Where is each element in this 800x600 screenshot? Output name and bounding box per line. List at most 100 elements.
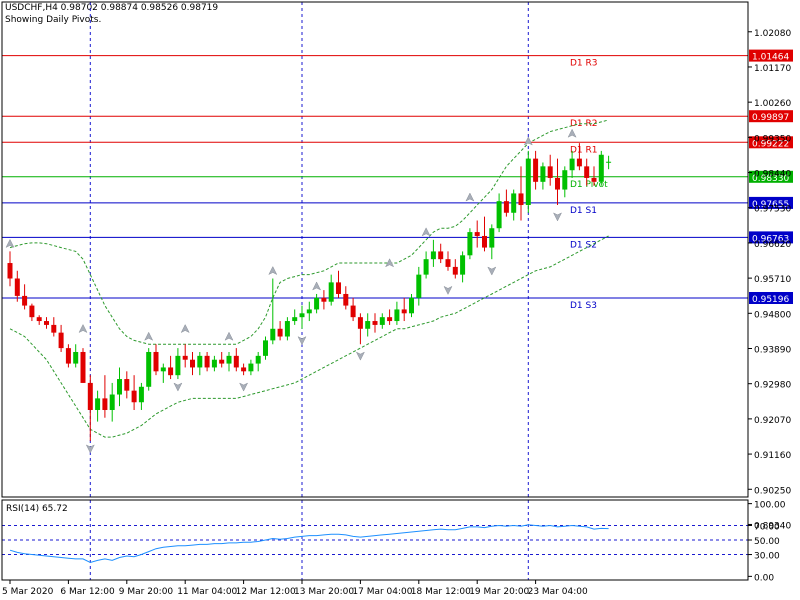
pivot-level-name: D1 Pivot (570, 180, 608, 190)
candle-body (343, 293, 349, 306)
candle-body (606, 161, 612, 163)
candle-body (350, 305, 356, 318)
candle-body (306, 309, 312, 314)
fractal-down-icon (355, 351, 365, 361)
candle-body (292, 317, 298, 322)
candle-body (219, 359, 225, 364)
rsi-tick-label: 50.00 (754, 537, 780, 547)
price-tick-label: 0.92980 (754, 381, 791, 391)
fractal-down-icon (443, 285, 453, 295)
candle-body (416, 274, 422, 298)
candle-body (503, 201, 509, 213)
pivot-price-tag (749, 110, 793, 123)
fractal-up-icon (268, 265, 278, 276)
candle-body (584, 166, 590, 178)
fractal-up-icon (567, 128, 577, 138)
candle-body (438, 251, 444, 260)
candle-body (87, 382, 93, 410)
candle-body (576, 158, 582, 167)
time-tick-label: 17 Mar 04:00 (352, 587, 412, 597)
candle-body (496, 201, 502, 229)
candle-body (124, 379, 130, 391)
time-tick-label: 11 Mar 04:00 (177, 587, 237, 597)
price-tick-label: 1.00260 (754, 99, 791, 109)
candle-body (387, 317, 393, 322)
candle-body (409, 297, 414, 314)
candle-body (14, 278, 20, 296)
pivot-price-tag-label: 0.97655 (752, 200, 789, 210)
fractal-down-icon (552, 212, 563, 222)
candle-body (146, 351, 152, 387)
price-tick-label: 0.91160 (754, 451, 791, 461)
pivot-price-tag (749, 136, 793, 149)
fractal-up-icon (224, 331, 234, 341)
price-tick-label: 0.95710 (754, 275, 791, 285)
pivot-level-name: D1 R3 (570, 59, 598, 69)
candle-body (36, 317, 42, 322)
pivot-price-tag (749, 49, 793, 62)
time-tick-label: 23 Mar 04:00 (528, 587, 588, 597)
bollinger-lower-band (9, 235, 609, 438)
candle-body (277, 328, 283, 337)
candle-body (489, 228, 495, 248)
candle-body (365, 321, 371, 329)
pivot-price-tag (749, 231, 793, 244)
time-tick-label: 9 Mar 20:00 (119, 587, 174, 597)
candle-body (255, 355, 261, 364)
candle-body (138, 386, 144, 403)
candle-body (525, 158, 531, 206)
candle-body (58, 332, 64, 349)
candle-body (482, 235, 487, 248)
pivot-price-tag-label: 0.95196 (752, 295, 789, 305)
time-tick-label: 6 Mar 12:00 (60, 587, 115, 597)
rsi-tick-label: 70.00 (754, 522, 780, 532)
pivot-price-tag (749, 291, 793, 304)
candle-body (270, 328, 276, 341)
candle-body (80, 351, 86, 383)
main-pane-frame (1, 1, 749, 498)
chart-subtitle: Showing Daily Pivots. (5, 15, 102, 25)
chart-symbol-info: USDCHF,H4 0.98702 0.98874 0.98526 0.9871… (5, 3, 219, 13)
price-tick-label: 1.02080 (754, 29, 791, 39)
time-tick-label: 18 Mar 12:00 (411, 587, 471, 597)
price-tick-label: 0.97530 (754, 205, 791, 215)
candle-body (102, 398, 108, 410)
time-tick-label: 19 Mar 20:00 (469, 587, 529, 597)
candle-body (569, 158, 575, 171)
fractal-up-icon (465, 192, 475, 202)
fractal-up-icon (144, 331, 154, 341)
pivot-level-name: D1 S2 (570, 240, 597, 250)
time-tick-label: 12 Mar 12:00 (236, 587, 296, 597)
candle-body (452, 266, 458, 275)
candle-body (22, 295, 28, 306)
candle-body (284, 321, 290, 337)
price-tick-label: 0.96620 (754, 240, 791, 250)
pivot-price-tag-label: 1.01464 (752, 53, 789, 63)
candle-body (263, 340, 268, 356)
candle-body (109, 394, 115, 410)
candle-body (401, 309, 407, 314)
pivot-price-tag-label: 0.99897 (752, 113, 789, 123)
rsi-label: RSI(14) 65.72 (6, 504, 68, 514)
fractal-up-icon (78, 323, 88, 334)
candle-body (445, 259, 451, 267)
price-tick-label: 0.98440 (754, 170, 791, 180)
candle-body (336, 282, 341, 294)
rsi-tick-label: 30.00 (754, 552, 780, 562)
rsi-line (9, 524, 609, 564)
candle-body (467, 232, 473, 256)
candle-body (430, 251, 436, 260)
rsi-tick-label: 100.00 (754, 501, 786, 511)
candle-body (175, 355, 181, 376)
price-tick-label: 0.92070 (754, 416, 791, 426)
candle-body (233, 355, 239, 368)
candle-body (460, 255, 466, 275)
candle-body (44, 321, 49, 325)
candle-body (7, 263, 13, 279)
candle-body (555, 177, 560, 190)
candle-body (204, 355, 210, 368)
candle-body (591, 177, 597, 182)
candle-body (95, 398, 101, 410)
pivot-level-name: D1 S1 (570, 206, 597, 216)
